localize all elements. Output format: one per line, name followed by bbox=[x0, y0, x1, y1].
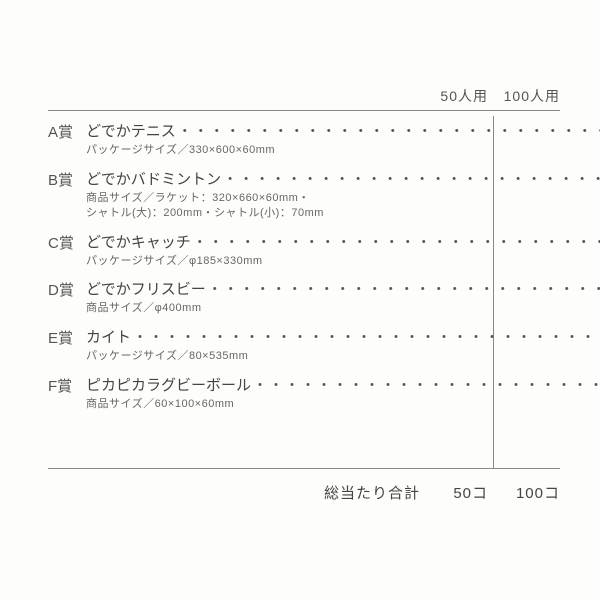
leader-dots: ・・・・・・・・・・・・・・・・・・・・・・・・・・・・・・・・・・・・・・・・… bbox=[176, 121, 600, 141]
prize-name-line: どでかテニス・・・・・・・・・・・・・・・・・・・・・・・・・・・・・・・・・・… bbox=[86, 120, 600, 141]
header-50: 50人用 bbox=[428, 86, 488, 106]
prize-subtext: 商品サイズ／ラケット：320×660×60mm・シャトル(大)：200mm・シャ… bbox=[86, 191, 600, 221]
totals-label: 総当たり合計 bbox=[324, 482, 420, 503]
prize-subtext: パッケージサイズ／φ185×330mm bbox=[86, 254, 600, 269]
prize-rows: A賞どでかテニス・・・・・・・・・・・・・・・・・・・・・・・・・・・・・・・・… bbox=[48, 120, 560, 422]
prize-row: F賞ピカピカラグビーボール・・・・・・・・・・・・・・・・・・・・・・・・・・・… bbox=[48, 374, 560, 412]
prize-rank: F賞 bbox=[48, 374, 86, 396]
prize-name-line: どでかフリスビー・・・・・・・・・・・・・・・・・・・・・・・・・・・・・・・・… bbox=[86, 278, 600, 299]
prize-mid: どでかバドミントン・・・・・・・・・・・・・・・・・・・・・・・・・・・・・・・… bbox=[86, 168, 600, 221]
column-headers: 50人用 100人用 bbox=[428, 86, 560, 106]
prize-mid: ピカピカラグビーボール・・・・・・・・・・・・・・・・・・・・・・・・・・・・・… bbox=[86, 374, 600, 412]
prize-mid: カイト・・・・・・・・・・・・・・・・・・・・・・・・・・・・・・・・・・・・・… bbox=[86, 326, 600, 364]
prize-name-line: カイト・・・・・・・・・・・・・・・・・・・・・・・・・・・・・・・・・・・・・… bbox=[86, 326, 600, 347]
leader-dots: ・・・・・・・・・・・・・・・・・・・・・・・・・・・・・・・・・・・・・・・・… bbox=[131, 327, 600, 347]
prize-row: C賞どでかキャッチ・・・・・・・・・・・・・・・・・・・・・・・・・・・・・・・… bbox=[48, 231, 560, 269]
prize-rank: A賞 bbox=[48, 120, 86, 142]
leader-dots: ・・・・・・・・・・・・・・・・・・・・・・・・・・・・・・・・・・・・・・・・… bbox=[206, 279, 600, 299]
prize-name: どでかバドミントン bbox=[86, 168, 221, 189]
totals-50: 50コ bbox=[438, 482, 488, 503]
prize-mid: どでかフリスビー・・・・・・・・・・・・・・・・・・・・・・・・・・・・・・・・… bbox=[86, 278, 600, 316]
prize-name: カイト bbox=[86, 326, 131, 347]
totals-100: 100コ bbox=[500, 482, 560, 503]
prize-subtext: 商品サイズ／φ400mm bbox=[86, 301, 600, 316]
prize-subtext: 商品サイズ／60×100×60mm bbox=[86, 397, 600, 412]
prize-row: D賞どでかフリスビー・・・・・・・・・・・・・・・・・・・・・・・・・・・・・・… bbox=[48, 278, 560, 316]
prize-mid: どでかテニス・・・・・・・・・・・・・・・・・・・・・・・・・・・・・・・・・・… bbox=[86, 120, 600, 158]
prize-mid: どでかキャッチ・・・・・・・・・・・・・・・・・・・・・・・・・・・・・・・・・… bbox=[86, 231, 600, 269]
prize-row: B賞どでかバドミントン・・・・・・・・・・・・・・・・・・・・・・・・・・・・・… bbox=[48, 168, 560, 221]
prize-row: E賞カイト・・・・・・・・・・・・・・・・・・・・・・・・・・・・・・・・・・・… bbox=[48, 326, 560, 364]
prize-row: A賞どでかテニス・・・・・・・・・・・・・・・・・・・・・・・・・・・・・・・・… bbox=[48, 120, 560, 158]
prize-name: ピカピカラグビーボール bbox=[86, 374, 251, 395]
prize-table-page: 50人用 100人用 A賞どでかテニス・・・・・・・・・・・・・・・・・・・・・… bbox=[0, 0, 600, 600]
leader-dots: ・・・・・・・・・・・・・・・・・・・・・・・・・・・・・・・・・・・・・・・・… bbox=[221, 169, 600, 189]
divider-bottom bbox=[48, 468, 560, 469]
leader-dots: ・・・・・・・・・・・・・・・・・・・・・・・・・・・・・・・・・・・・・・・・… bbox=[251, 375, 600, 395]
prize-name-line: ピカピカラグビーボール・・・・・・・・・・・・・・・・・・・・・・・・・・・・・… bbox=[86, 374, 600, 395]
prize-name-line: どでかバドミントン・・・・・・・・・・・・・・・・・・・・・・・・・・・・・・・… bbox=[86, 168, 600, 189]
prize-name: どでかテニス bbox=[86, 120, 176, 141]
prize-name: どでかフリスビー bbox=[86, 278, 206, 299]
prize-name-line: どでかキャッチ・・・・・・・・・・・・・・・・・・・・・・・・・・・・・・・・・… bbox=[86, 231, 600, 252]
prize-name: どでかキャッチ bbox=[86, 231, 191, 252]
prize-subtext: パッケージサイズ／80×535mm bbox=[86, 349, 600, 364]
leader-dots: ・・・・・・・・・・・・・・・・・・・・・・・・・・・・・・・・・・・・・・・・… bbox=[191, 232, 600, 252]
totals-row: 総当たり合計 50コ 100コ bbox=[324, 482, 560, 503]
prize-rank: C賞 bbox=[48, 231, 86, 253]
prize-rank: D賞 bbox=[48, 278, 86, 300]
divider-top bbox=[48, 110, 560, 111]
prize-rank: B賞 bbox=[48, 168, 86, 190]
prize-rank: E賞 bbox=[48, 326, 86, 348]
header-100: 100人用 bbox=[500, 86, 560, 106]
prize-subtext: パッケージサイズ／330×600×60mm bbox=[86, 143, 600, 158]
